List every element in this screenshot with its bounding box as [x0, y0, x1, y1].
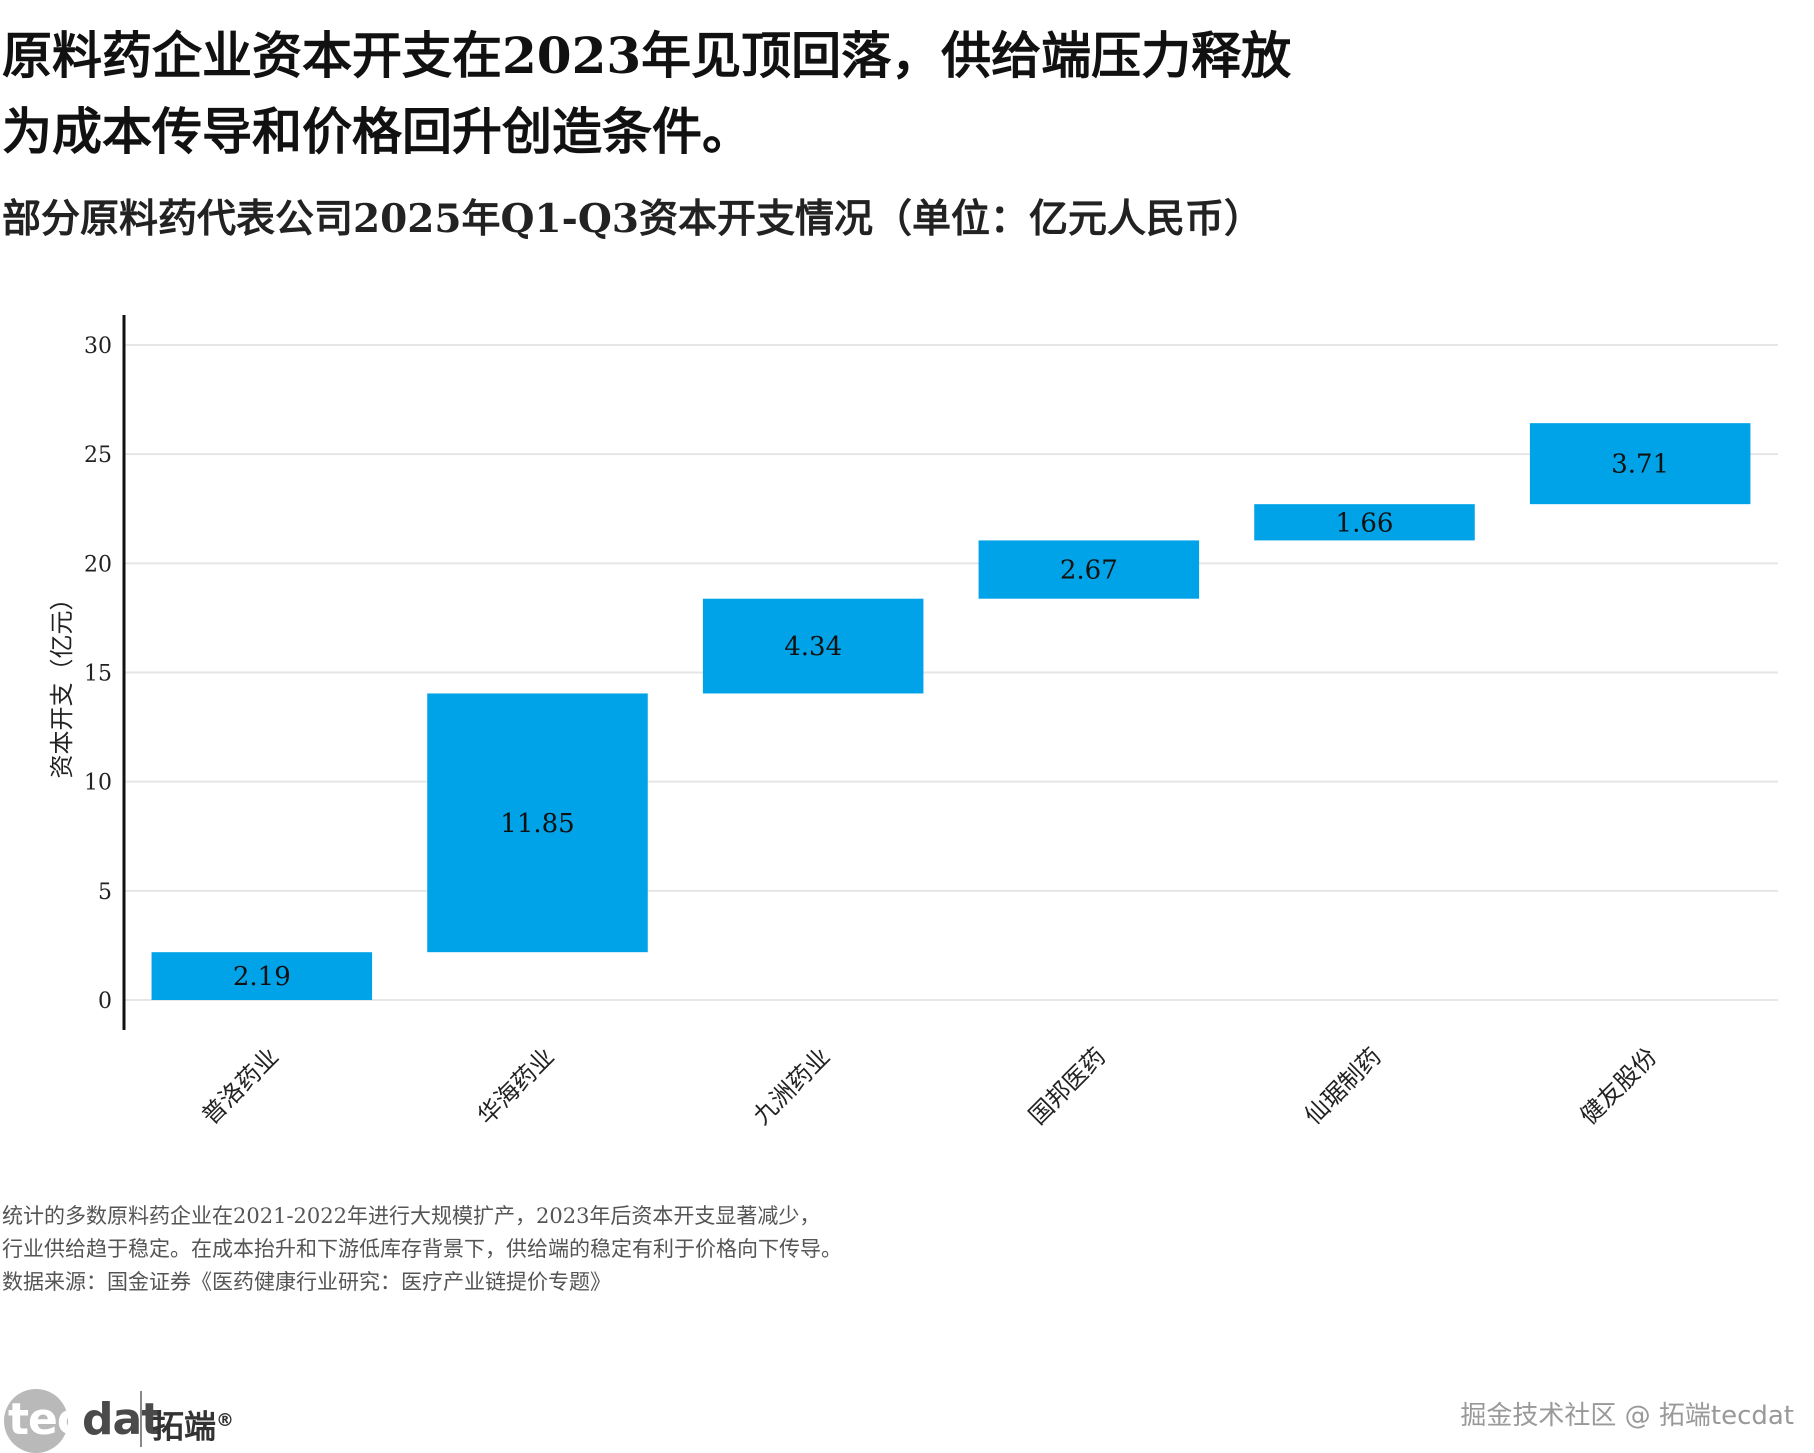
- y-tick-label: 5: [98, 880, 112, 905]
- bar-1: [151, 952, 373, 1000]
- chart-title-line-2: 为成本传导和价格回升创造条件。: [2, 102, 752, 161]
- bar-4: [978, 540, 1200, 599]
- bar-5: [1254, 504, 1475, 541]
- bar-3: [702, 598, 924, 694]
- logo-wordmark-part2: dat: [81, 1394, 162, 1445]
- tecdat-logo: tecdat 拓端®: [4, 1383, 264, 1453]
- chart-title: 原料药企业资本开支在2023年见顶回落，供给端压力释放 为成本传导和价格回升创造…: [2, 18, 1502, 170]
- x-tick-label: 国邦医药: [1023, 1042, 1111, 1130]
- waterfall-chart: 2.19 11.85 4.34 2.67 1.66 3.71 0 5 10 15 20 25 30 资本…: [48, 315, 1778, 1130]
- grid-lines: [124, 344, 1778, 1001]
- y-axis-label: 资本开支（亿元）: [48, 587, 76, 779]
- bar-2: [427, 693, 648, 953]
- y-tick-label: 0: [98, 989, 112, 1014]
- bar-value-label: 2.19: [233, 962, 291, 992]
- axes: 0 5 10 15 20 25 30 资本开支（亿元） 普洛药业 华海药业 九洲药业 国邦医药 仙琚制药…: [48, 315, 1662, 1130]
- bar-value-label: 1.66: [1336, 508, 1394, 538]
- footnote-line-1: 统计的多数原料药企业在2021-2022年进行大规模扩产，2023年后资本开支显…: [2, 1204, 821, 1228]
- bar-value-label: 2.67: [1060, 556, 1118, 586]
- watermark: 掘金技术社区 @ 拓端tecdat: [1460, 1401, 1794, 1431]
- y-tick-label: 25: [84, 443, 112, 468]
- logo-divider: [140, 1391, 142, 1447]
- logo-chinese-name: 拓端®: [152, 1399, 234, 1449]
- chart-title-line-1: 原料药企业资本开支在2023年见顶回落，供给端压力释放: [2, 26, 1292, 85]
- bar-value-label: 11.85: [500, 809, 574, 839]
- logo-wordmark-part1: tec: [8, 1394, 83, 1445]
- y-tick-label: 10: [84, 771, 112, 796]
- logo-wordmark: tecdat: [8, 1393, 162, 1447]
- bars: [151, 423, 1751, 1000]
- y-tick-label: 20: [84, 552, 112, 577]
- bar-value-label: 4.34: [784, 632, 842, 662]
- footnote-line-2: 行业供给趋于稳定。在成本抬升和下游低库存背景下，供给端的稳定有利于价格向下传导。: [2, 1237, 842, 1261]
- x-tick-label: 普洛药业: [196, 1042, 284, 1130]
- bar-6: [1529, 423, 1751, 505]
- x-tick-label: 九洲药业: [748, 1042, 836, 1130]
- registered-mark: ®: [216, 1410, 235, 1431]
- bar-value-labels: 2.19 11.85 4.34 2.67 1.66 3.71: [233, 450, 1669, 992]
- footnote: 统计的多数原料药企业在2021-2022年进行大规模扩产，2023年后资本开支显…: [2, 1200, 1402, 1299]
- x-tick-label: 仙琚制药: [1299, 1042, 1387, 1130]
- x-tick-label: 华海药业: [472, 1042, 560, 1130]
- chart-subtitle: 部分原料药代表公司2025年Q1-Q3资本开支情况（单位：亿元人民币）: [2, 196, 1263, 242]
- data-source-line: 数据来源：国金证券《医药健康行业研究：医疗产业链提价专题》: [2, 1270, 611, 1294]
- logo-circle-mark: [4, 1389, 68, 1453]
- y-tick-label: 30: [84, 334, 112, 359]
- x-tick-label: 健友股份: [1575, 1042, 1663, 1130]
- bar-value-label: 3.71: [1611, 450, 1669, 480]
- logo-cn-text: 拓端: [152, 1407, 217, 1446]
- y-tick-label: 15: [84, 662, 112, 687]
